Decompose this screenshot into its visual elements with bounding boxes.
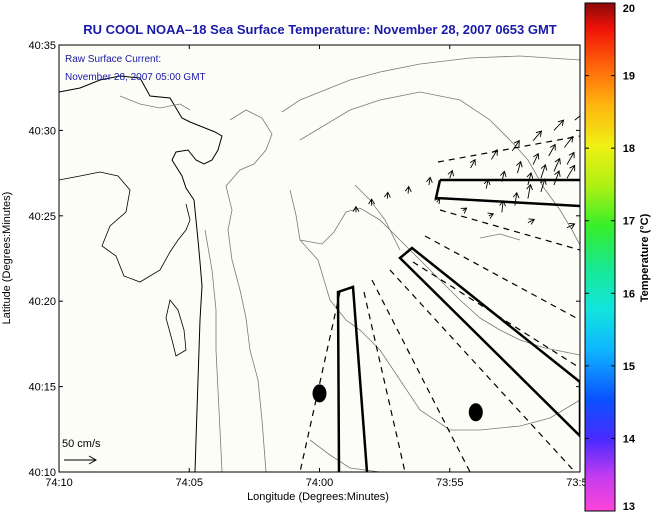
colorbar-tick-label: 19 <box>623 71 635 83</box>
current-vector <box>499 199 506 213</box>
current-vector <box>352 205 360 213</box>
current-vector <box>616 91 629 100</box>
current-vector <box>512 191 520 206</box>
current-vector <box>532 130 543 141</box>
current-vector <box>645 115 651 123</box>
y-tick-label: 40:30 <box>28 125 56 137</box>
current-vector <box>447 169 455 179</box>
current-vector <box>566 223 576 230</box>
colorbar-tick-label: 18 <box>623 143 635 155</box>
inner-coast-bay <box>59 171 191 283</box>
colorbar-tick-label: 15 <box>623 361 635 373</box>
current-vector <box>643 93 651 103</box>
current-vector <box>526 172 534 186</box>
radar-beams <box>336 178 580 472</box>
x-tick-label: 74:05 <box>175 477 203 489</box>
y-tick-label: 40:10 <box>28 467 56 479</box>
colorbar-tick-label: 14 <box>623 433 636 445</box>
x-tick-label: 74:00 <box>306 477 334 489</box>
current-vector <box>511 139 520 152</box>
current-vector <box>645 134 651 142</box>
scale-vector-label: 50 cm/s <box>62 438 101 450</box>
current-vector <box>368 198 375 206</box>
y-axis-label: Latitude (Degrees:Minutes) <box>1 192 13 325</box>
x-tick-label: 73:55 <box>436 477 464 489</box>
colorbar <box>584 2 616 512</box>
current-vector <box>527 218 536 225</box>
site-markers <box>312 384 483 422</box>
current-vector <box>499 170 507 182</box>
current-vector <box>566 151 575 165</box>
current-vector <box>540 178 547 193</box>
current-vector <box>516 160 523 174</box>
current-vector <box>487 212 495 219</box>
current-vector <box>384 191 391 199</box>
coverage-dashed-lines <box>299 135 580 472</box>
current-vector <box>426 176 433 186</box>
current-vector <box>637 81 650 89</box>
colorbar-ticks: 13 14 15 16 17 18 19 20 <box>585 2 636 513</box>
colorbar-tick-label: 16 <box>623 288 635 300</box>
y-axis-ticks: 40:10 40:15 40:20 40:25 40:30 40:35 <box>28 40 580 479</box>
current-vector <box>404 185 412 194</box>
current-vector <box>574 111 580 121</box>
current-vector <box>627 104 640 113</box>
y-tick-label: 40:20 <box>28 296 56 308</box>
current-vector <box>548 143 556 157</box>
annotation-line-2: November 28, 2007 05:00 GMT <box>65 72 206 83</box>
x-tick-label: 74:10 <box>45 477 73 489</box>
colorbar-tick-label: 20 <box>623 3 635 15</box>
current-vector <box>532 152 540 165</box>
current-vector <box>540 163 548 179</box>
current-vectors <box>352 81 651 230</box>
chart-title: RU COOL NOAA–18 Sea Surface Temperature:… <box>83 22 557 37</box>
y-tick-label: 40:25 <box>28 211 56 223</box>
colorbar-tick-label: 17 <box>623 216 635 228</box>
current-vector <box>619 127 632 137</box>
current-vector <box>483 178 491 189</box>
current-vector <box>491 149 498 160</box>
current-vector <box>469 158 476 169</box>
inner-coast-bay-2 <box>165 299 187 357</box>
annotation-line-1: Raw Surface Current: <box>65 54 161 65</box>
current-vector <box>434 197 441 205</box>
current-vector <box>553 157 561 172</box>
current-vector <box>526 183 533 199</box>
current-vector <box>564 135 574 148</box>
current-vector <box>553 170 561 186</box>
colorbar-tick-label: 13 <box>623 501 635 513</box>
current-vector <box>460 207 468 214</box>
scale-vector-arrow <box>64 455 98 465</box>
bathymetry-contours <box>119 55 580 472</box>
colorbar-label: Temperature (°C) <box>639 213 651 302</box>
site-marker <box>468 403 483 422</box>
y-tick-label: 40:15 <box>28 382 56 394</box>
x-axis-label: Longitude (Degrees:Minutes) <box>247 491 389 503</box>
current-vector <box>632 121 646 130</box>
y-tick-label: 40:35 <box>28 40 56 52</box>
current-vector <box>566 164 576 179</box>
plot-background <box>59 45 580 472</box>
site-marker <box>312 384 327 403</box>
current-vector <box>553 119 565 131</box>
coastline <box>59 75 223 472</box>
